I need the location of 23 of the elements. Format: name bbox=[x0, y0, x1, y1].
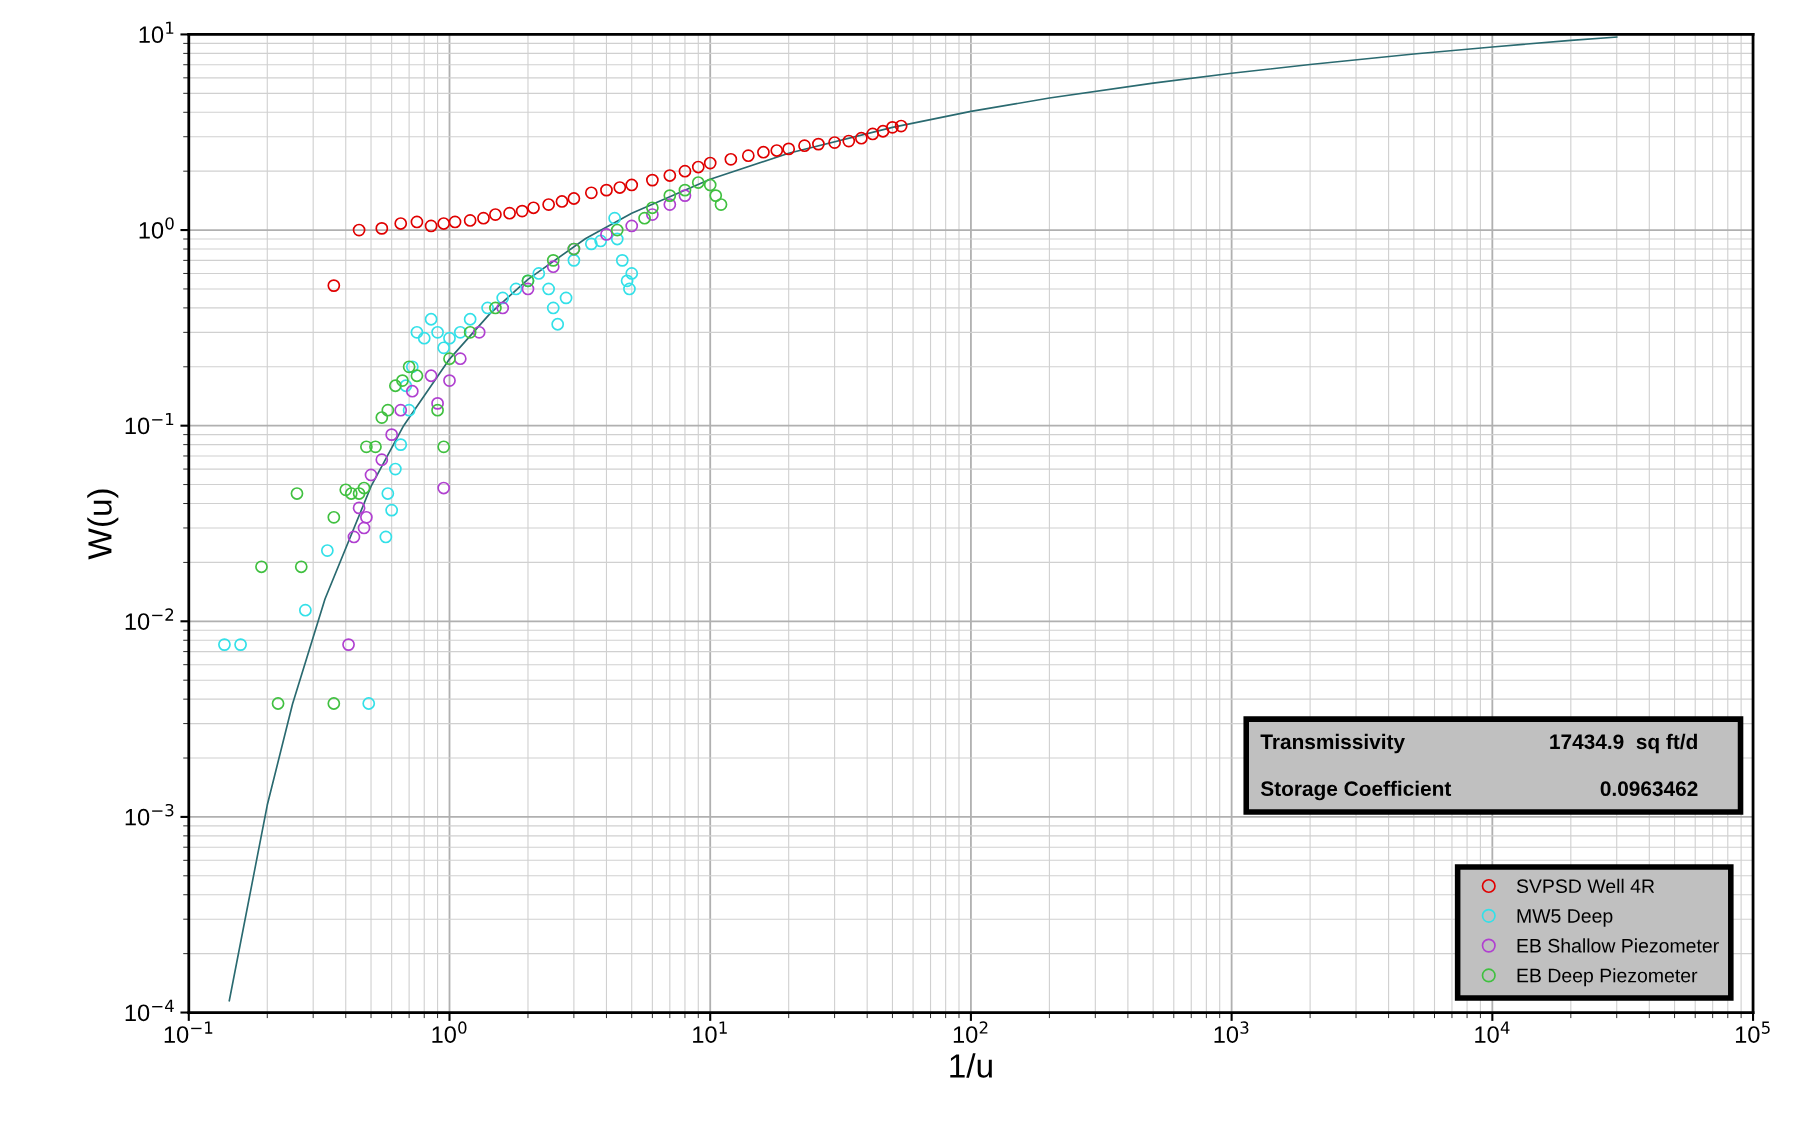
legend-label: EB Deep Piezometer bbox=[1517, 968, 1698, 987]
annotation: Storage Coefficient bbox=[1260, 780, 1452, 801]
x-tick-label: 10$^{0}$ bbox=[432, 1021, 467, 1043]
x-axis-title: 1/u bbox=[950, 1053, 992, 1078]
legend-label: EB Shallow Piezometer bbox=[1517, 938, 1719, 953]
annotation: 0.0963462 bbox=[1600, 781, 1698, 797]
y-tick-label: 10$^{−3}$ bbox=[125, 803, 174, 826]
legend-label: SVPSD Well 4R bbox=[1516, 878, 1655, 894]
x-tick-label: 10$^{−1}$ bbox=[164, 1021, 213, 1043]
x-tick-label: 10$^{3}$ bbox=[1214, 1021, 1249, 1043]
x-tick-label: 10$^{4}$ bbox=[1475, 1021, 1510, 1043]
x-tick-label: 10$^{2}$ bbox=[953, 1021, 988, 1043]
x-tick-label: 10$^{5}$ bbox=[1735, 1021, 1770, 1043]
annotation: Transmissivity bbox=[1260, 733, 1405, 754]
y-axis-title: W(u) bbox=[87, 489, 119, 560]
y-tick-label: 10$^{1}$ bbox=[139, 21, 174, 44]
annotation: 17434.9 sq ft/d bbox=[1550, 733, 1697, 754]
y-tick-label: 10$^{−1}$ bbox=[125, 412, 174, 435]
y-tick-label: 10$^{−2}$ bbox=[125, 608, 174, 630]
legend-label: MW5 Deep bbox=[1517, 909, 1613, 927]
y-tick-label: 10$^{0}$ bbox=[139, 217, 174, 239]
y-tick-label: 10$^{−4}$ bbox=[125, 999, 174, 1022]
x-tick-label: 10$^{1}$ bbox=[693, 1021, 727, 1043]
